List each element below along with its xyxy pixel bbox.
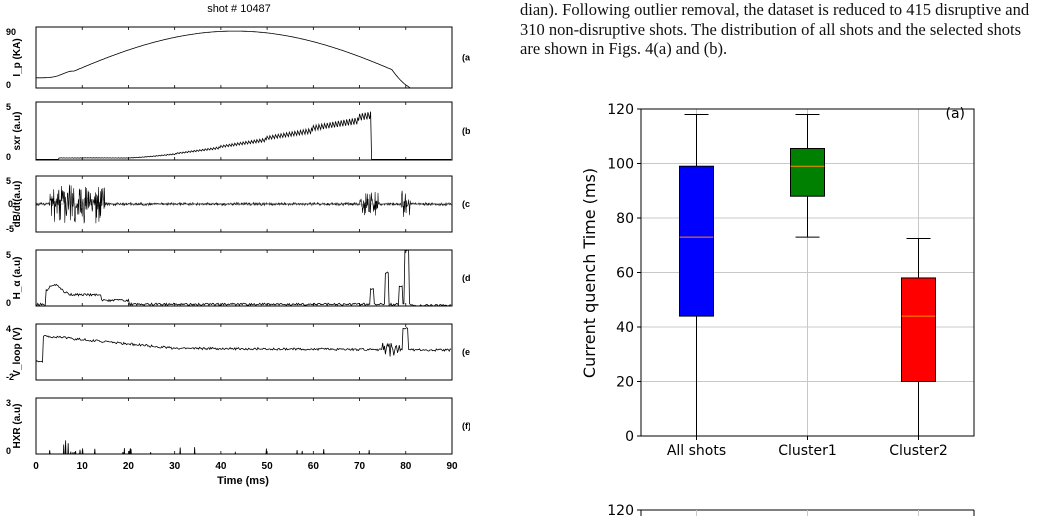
y-tick-label: 0: [625, 429, 634, 445]
signal-panel: 5 -5 0dB/dt(a.u) (c): [6, 175, 470, 234]
y-min-tick-label: -2: [6, 372, 14, 382]
panel-y-label: sxr (a.u): [12, 112, 23, 151]
y-min-tick-label: 0: [6, 80, 11, 90]
signal-trace: [35, 249, 452, 307]
right-column: dian). Following outlier removal, the da…: [500, 0, 1040, 516]
y-max-tick-label: 90: [6, 27, 16, 37]
signal-panel: 90 0I_p (KA) (a): [6, 26, 470, 90]
panel-frame: [35, 101, 453, 161]
panel-y-label: V_loop (V): [12, 327, 23, 376]
box-3: [901, 237, 936, 437]
panel-y-label: dB/dt(a.u): [12, 181, 23, 228]
panel-label-a: (a): [945, 106, 965, 122]
y-max-tick-label: 5: [6, 176, 11, 186]
x-tick-label: 50: [262, 461, 274, 472]
x-tick-label: 60: [308, 461, 320, 472]
panel-frame: [35, 26, 453, 89]
y-max-tick-label: 5: [6, 102, 11, 112]
x-tick-label: 0: [33, 461, 39, 472]
x-tick-label: 70: [354, 461, 366, 472]
y-tick-label: 40: [616, 320, 634, 336]
y-tick-label: 120: [607, 102, 634, 118]
panel-frame: [35, 323, 453, 381]
y-tick-label: 80: [616, 211, 634, 227]
panel-label: (e): [462, 347, 470, 357]
x-tick-label: Cluster1: [778, 443, 837, 459]
box-2: [790, 113, 825, 238]
x-tick-label: 30: [169, 461, 181, 472]
panel-label: (d): [462, 273, 470, 283]
panel-label: (a): [462, 53, 470, 63]
current-quench-boxplot: 0 20 40 60 80 100 120 All shots Cluster1 Cluster2…: [580, 102, 975, 516]
box-1: [679, 113, 714, 437]
x-tick-label: All shots: [667, 443, 726, 459]
panel-frame: [35, 249, 453, 307]
panel-label: (b): [462, 126, 470, 136]
y-max-tick-label: 5: [6, 250, 11, 260]
y-min-tick-label: 0: [6, 152, 11, 162]
box-body: [901, 277, 936, 382]
signal-panel: 4 -2V_loop (V) (e): [6, 323, 470, 382]
x-tick-label: 20: [123, 461, 135, 472]
panel-y-label: H_α (a.u): [12, 257, 23, 300]
panel-label: (f): [462, 421, 470, 431]
x-tick-label: 90: [446, 461, 458, 472]
panel-y-label: HXR (a.u): [12, 404, 23, 449]
x-tick-label: Cluster2: [889, 443, 948, 459]
y-tick-label: 20: [616, 375, 634, 391]
box-body: [679, 165, 714, 317]
x-tick-label: 10: [77, 461, 89, 472]
y-min-tick-label: 0: [6, 446, 11, 456]
box-body: [790, 148, 825, 197]
y-tick-label: 100: [607, 157, 634, 173]
second-y-tick-label: 120: [607, 503, 634, 516]
y-mid-tick-label: 0: [8, 199, 13, 209]
signal-trace: [36, 111, 452, 160]
figure-title: shot # 10487: [207, 3, 271, 15]
signal-trace: [36, 30, 452, 89]
y-axis-label: Current quench Time (ms): [580, 168, 599, 378]
panel-y-label: I_p (KA): [12, 38, 23, 76]
signal-trace: [35, 327, 452, 363]
signal-trace: [36, 440, 452, 455]
body-paragraph: dian). Following outlier removal, the da…: [520, 0, 1030, 58]
y-max-tick-label: 3: [6, 398, 11, 408]
panel-frame: [35, 397, 453, 455]
x-tick-label: 40: [215, 461, 227, 472]
y-min-tick-label: 0: [6, 298, 11, 308]
x-tick-label: 80: [400, 461, 412, 472]
x-axis-label: Time (ms): [217, 475, 269, 487]
y-min-tick-label: -5: [6, 224, 14, 234]
y-tick-label: 60: [616, 266, 634, 282]
panel-label: (c): [462, 199, 470, 209]
signal-panel: 5 0H_α (a.u) (d): [6, 249, 470, 308]
y-max-tick-label: 4: [6, 324, 11, 334]
